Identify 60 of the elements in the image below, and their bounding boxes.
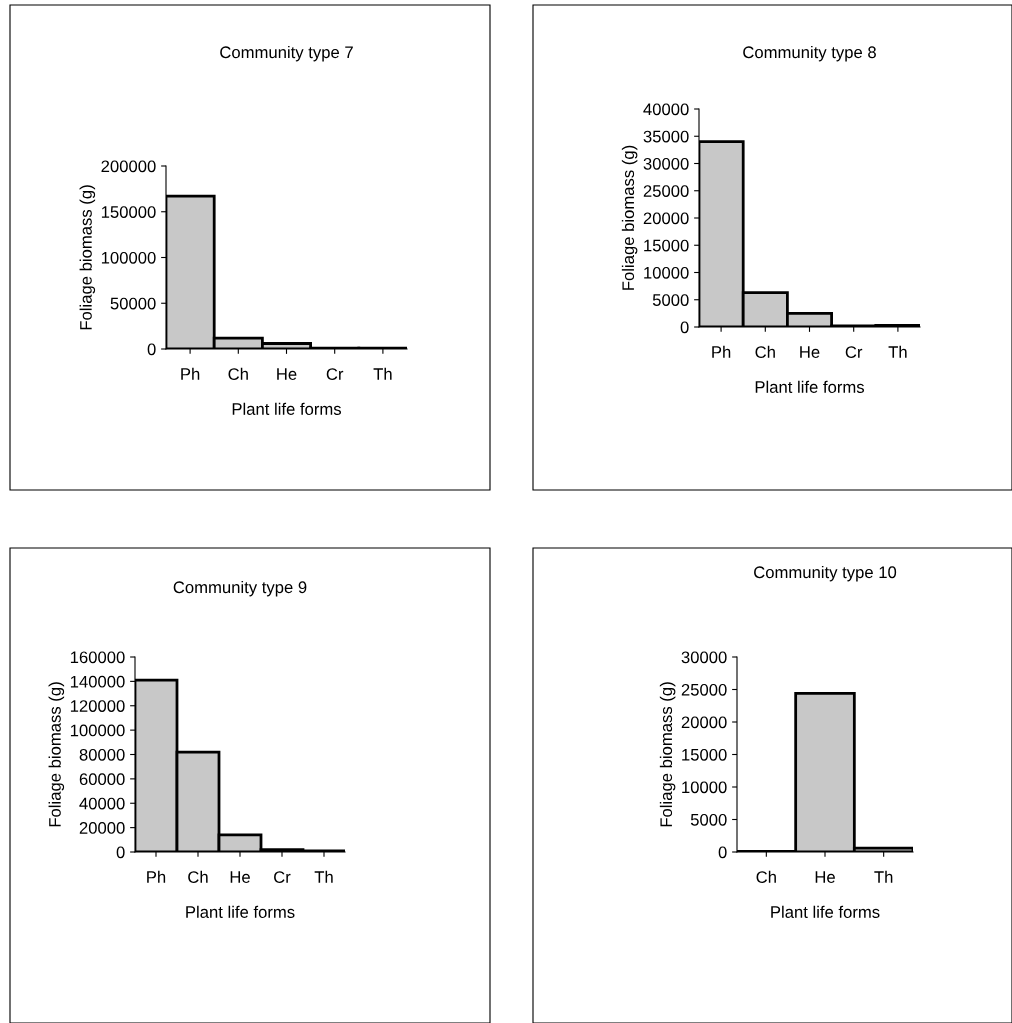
y-tick-label: 0	[718, 846, 727, 859]
y-tick-label: 100000	[101, 251, 156, 264]
chart-title: Community type 9	[173, 580, 307, 597]
y-tick-label: 40000	[79, 797, 125, 810]
x-tick-label: Ph	[181, 367, 200, 380]
y-tick-label: 35000	[643, 130, 689, 143]
x-tick-label: Cr	[274, 871, 291, 883]
y-tick-label: 150000	[101, 206, 156, 218]
y-tick-label: 5000	[690, 813, 727, 826]
x-tick-label: Th	[373, 367, 392, 380]
x-tick-label: He	[277, 368, 297, 380]
y-axis-title: Foliage biomass (g)	[79, 185, 96, 330]
y-tick-label: 0	[680, 321, 689, 334]
y-tick-label: 140000	[70, 675, 125, 688]
x-tick-label: Cr	[845, 346, 863, 358]
x-tick-label: Ph	[712, 345, 731, 358]
y-axis-title: Foliage biomass (g)	[659, 682, 676, 827]
x-axis-title: Plant life forms	[771, 905, 880, 918]
y-tick-label: 40000	[643, 103, 689, 116]
y-tick-label: 10000	[644, 266, 689, 279]
x-axis-title: Plant life forms	[186, 905, 295, 918]
x-tick-label: Th	[888, 345, 907, 358]
y-tick-label: 20000	[79, 822, 125, 834]
x-tick-label: Ch	[188, 870, 208, 883]
y-tick-label: 0	[147, 343, 156, 356]
y-tick-label: 25000	[681, 683, 727, 696]
x-tick-label: Th	[314, 870, 333, 883]
x-tick-label: Ph	[147, 870, 166, 883]
x-axis-title: Plant life forms	[232, 402, 342, 415]
y-tick-label: 20000	[643, 212, 689, 225]
x-tick-label: Ch	[756, 870, 776, 883]
y-axis-title: Foliage biomass (g)	[621, 145, 638, 290]
y-tick-label: 10000	[682, 781, 727, 794]
y-tick-label: 80000	[79, 748, 125, 761]
y-axis-title: Foliage biomass (g)	[48, 682, 65, 827]
chart-title: Community type 8	[743, 45, 876, 62]
y-tick-label: 0	[116, 846, 125, 859]
x-tick-label: He	[815, 871, 835, 883]
y-tick-label: 200000	[101, 160, 156, 173]
y-tick-label: 50000	[110, 297, 156, 310]
y-tick-label: 15000	[682, 748, 727, 761]
y-tick-label: 30000	[643, 157, 689, 170]
y-tick-label: 120000	[70, 700, 125, 712]
y-tick-label: 20000	[681, 716, 727, 729]
x-tick-label: He	[230, 871, 250, 883]
x-tick-label: Cr	[326, 368, 344, 380]
x-tick-label: He	[800, 346, 820, 358]
y-tick-label: 25000	[643, 185, 689, 197]
y-tick-label: 5000	[652, 294, 689, 306]
chart-title: Community type 10	[754, 565, 897, 582]
y-tick-label: 160000	[70, 651, 125, 664]
chart-title: Community type 7	[220, 45, 353, 62]
x-tick-label: Th	[874, 870, 893, 883]
y-tick-label: 15000	[644, 239, 689, 252]
y-tick-label: 30000	[681, 651, 727, 664]
x-axis-title: Plant life forms	[755, 380, 865, 393]
y-tick-label: 100000	[70, 724, 125, 737]
y-tick-label: 60000	[79, 773, 125, 786]
x-tick-label: Ch	[228, 367, 248, 380]
x-tick-label: Ch	[755, 345, 775, 358]
